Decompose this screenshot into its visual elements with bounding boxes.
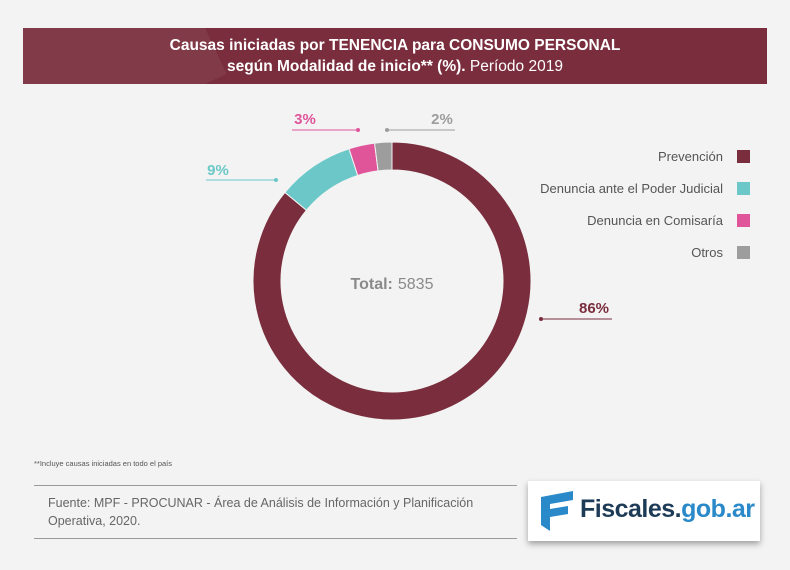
leader-dot xyxy=(356,128,360,132)
logo-text-part2: gob.ar xyxy=(681,495,755,523)
source-box: Fuente: MPF - PROCUNAR - Área de Análisi… xyxy=(34,485,517,539)
chart-title: Causas iniciadas por TENENCIA para CONSU… xyxy=(169,37,621,54)
chart-subtitle-period: Período 2019 xyxy=(465,58,563,75)
legend-swatch xyxy=(737,182,750,196)
legend-label: Prevención xyxy=(657,149,723,165)
legend-label: Denuncia ante el Poder Judicial xyxy=(540,181,723,197)
chart-subtitle-bold: según Modalidad de inicio** (%). xyxy=(227,58,466,75)
total-value: 5835 xyxy=(398,276,434,293)
slice-prevenci-n xyxy=(252,141,532,421)
logo: Fiscales.gob.ar xyxy=(528,481,760,541)
legend-swatch xyxy=(737,150,750,164)
leader-dot xyxy=(539,317,543,321)
logo-mark-icon xyxy=(541,491,573,531)
data-label: 9% xyxy=(207,162,229,179)
source-text: Fuente: MPF - PROCUNAR - Área de Análisi… xyxy=(48,496,474,528)
footnote: **Incluye causas iniciadas en todo el pa… xyxy=(34,459,173,468)
legend-swatch xyxy=(737,246,750,260)
logo-text-part1: Fiscales. xyxy=(580,495,682,523)
slice-otros xyxy=(374,141,393,172)
center-total: Total: 5835 xyxy=(351,276,434,293)
title-banner: Causas iniciadas por TENENCIA para CONSU… xyxy=(23,28,767,84)
legend-item: Prevención xyxy=(658,148,750,164)
legend-item: Denuncia en Comisaría xyxy=(587,212,750,228)
data-label: 2% xyxy=(431,111,453,128)
data-label: 3% xyxy=(294,111,316,128)
leader-dot xyxy=(274,178,278,182)
legend-label: Otros xyxy=(691,245,723,261)
legend-item: Denuncia ante el Poder Judicial xyxy=(540,180,750,196)
logo-text: Fiscales.gob.ar xyxy=(580,495,755,524)
total-label: Total: xyxy=(351,276,393,293)
legend-swatch xyxy=(737,214,750,228)
slice-denuncia-ante-el-poder-judicial xyxy=(284,148,359,211)
leader-dot xyxy=(385,128,389,132)
legend-label: Denuncia en Comisaría xyxy=(587,213,723,229)
data-label: 86% xyxy=(579,300,609,317)
chart-subtitle: según Modalidad de inicio** (%). Período… xyxy=(23,58,767,76)
legend-item: Otros xyxy=(691,244,750,260)
